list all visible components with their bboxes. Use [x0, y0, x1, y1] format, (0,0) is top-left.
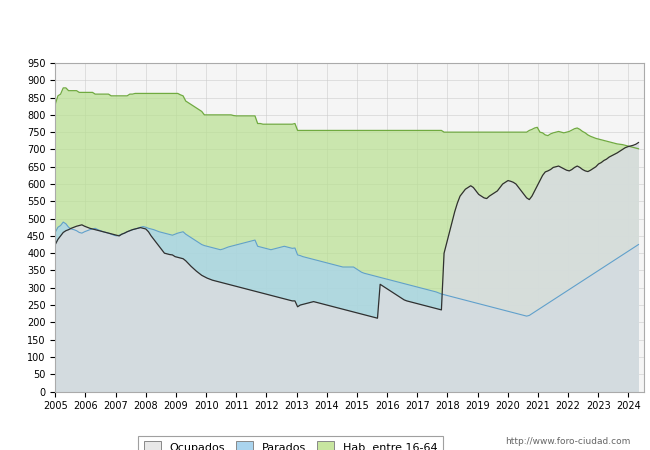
Legend: Ocupados, Parados, Hab. entre 16-64: Ocupados, Parados, Hab. entre 16-64: [138, 436, 443, 450]
Text: Corçà - Evolucion de la poblacion en edad de Trabajar Mayo de 2024: Corçà - Evolucion de la poblacion en eda…: [96, 22, 554, 35]
Text: http://www.foro-ciudad.com: http://www.foro-ciudad.com: [505, 436, 630, 446]
